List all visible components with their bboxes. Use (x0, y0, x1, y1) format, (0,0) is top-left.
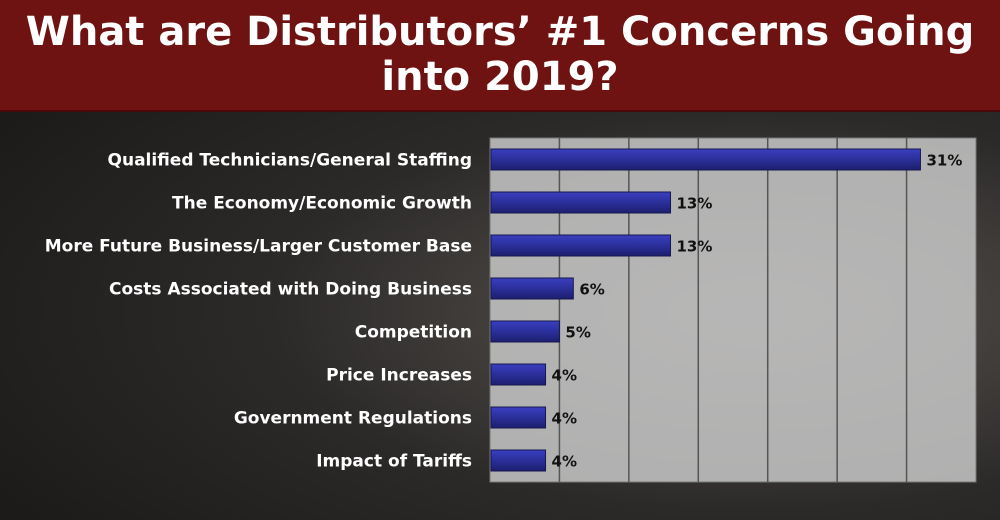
plot-area (489, 137, 977, 483)
bar (490, 277, 574, 300)
data-label: 6% (579, 281, 604, 299)
category-label: Costs Associated with Doing Business (109, 280, 472, 300)
chart-title: What are Distributors’ #1 Concerns Going… (25, 9, 975, 100)
data-label: 13% (677, 195, 713, 213)
data-label: 31% (926, 152, 962, 170)
category-label: More Future Business/Larger Customer Bas… (45, 237, 472, 257)
data-label: 5% (565, 324, 590, 342)
bar (490, 234, 672, 257)
category-label: Competition (355, 323, 472, 343)
data-label: 4% (552, 367, 577, 385)
category-label: Impact of Tariffs (316, 452, 472, 472)
bar (490, 449, 547, 472)
title-band: What are Distributors’ #1 Concerns Going… (0, 0, 1000, 112)
bar (490, 363, 547, 386)
category-label: The Economy/Economic Growth (172, 194, 472, 214)
bar (490, 320, 560, 343)
bar (490, 406, 547, 429)
data-label: 4% (552, 453, 577, 471)
bar (490, 148, 921, 171)
category-label: Qualified Technicians/General Staffing (108, 151, 472, 171)
category-label: Government Regulations (234, 409, 472, 429)
data-label: 4% (552, 410, 577, 428)
data-label: 13% (677, 238, 713, 256)
bar (490, 191, 672, 214)
category-label: Price Increases (326, 366, 472, 386)
